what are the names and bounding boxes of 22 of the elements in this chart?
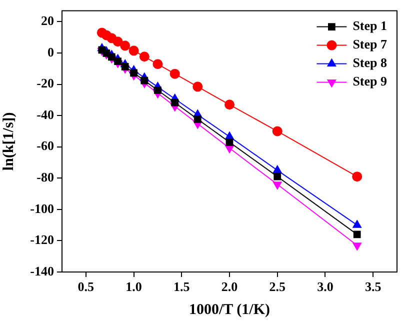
y-tick-label: 0 — [48, 44, 54, 60]
y-tick-label: -40 — [36, 106, 54, 122]
y-axis-title: ln(k[1/s]) — [0, 112, 17, 171]
legend-label: Step 8 — [352, 55, 388, 70]
y-tick-label: -100 — [30, 200, 54, 216]
y-tick-label: -60 — [36, 138, 54, 154]
y-tick-label: 20 — [41, 13, 54, 28]
x-tick-label: 3.5 — [364, 279, 382, 294]
y-tick-label: -140 — [30, 263, 54, 278]
y-tick-label: -20 — [36, 76, 54, 91]
x-tick-label: 1.5 — [174, 279, 190, 294]
x-tick-label: 1.0 — [126, 279, 142, 294]
legend-label: Step 9 — [352, 74, 388, 89]
x-tick-label: 2.0 — [221, 279, 238, 294]
y-tick-label: -80 — [36, 170, 54, 185]
x-tick-label: 3.0 — [317, 279, 334, 294]
x-axis-title: 1000/T (1/K) — [189, 302, 270, 318]
legend-label: Step 1 — [352, 18, 388, 34]
x-tick-label: 2.5 — [269, 279, 286, 294]
legend-label: Step 7 — [352, 36, 388, 52]
y-tick-label: -120 — [30, 232, 54, 248]
x-tick-label: 0.5 — [78, 279, 95, 294]
